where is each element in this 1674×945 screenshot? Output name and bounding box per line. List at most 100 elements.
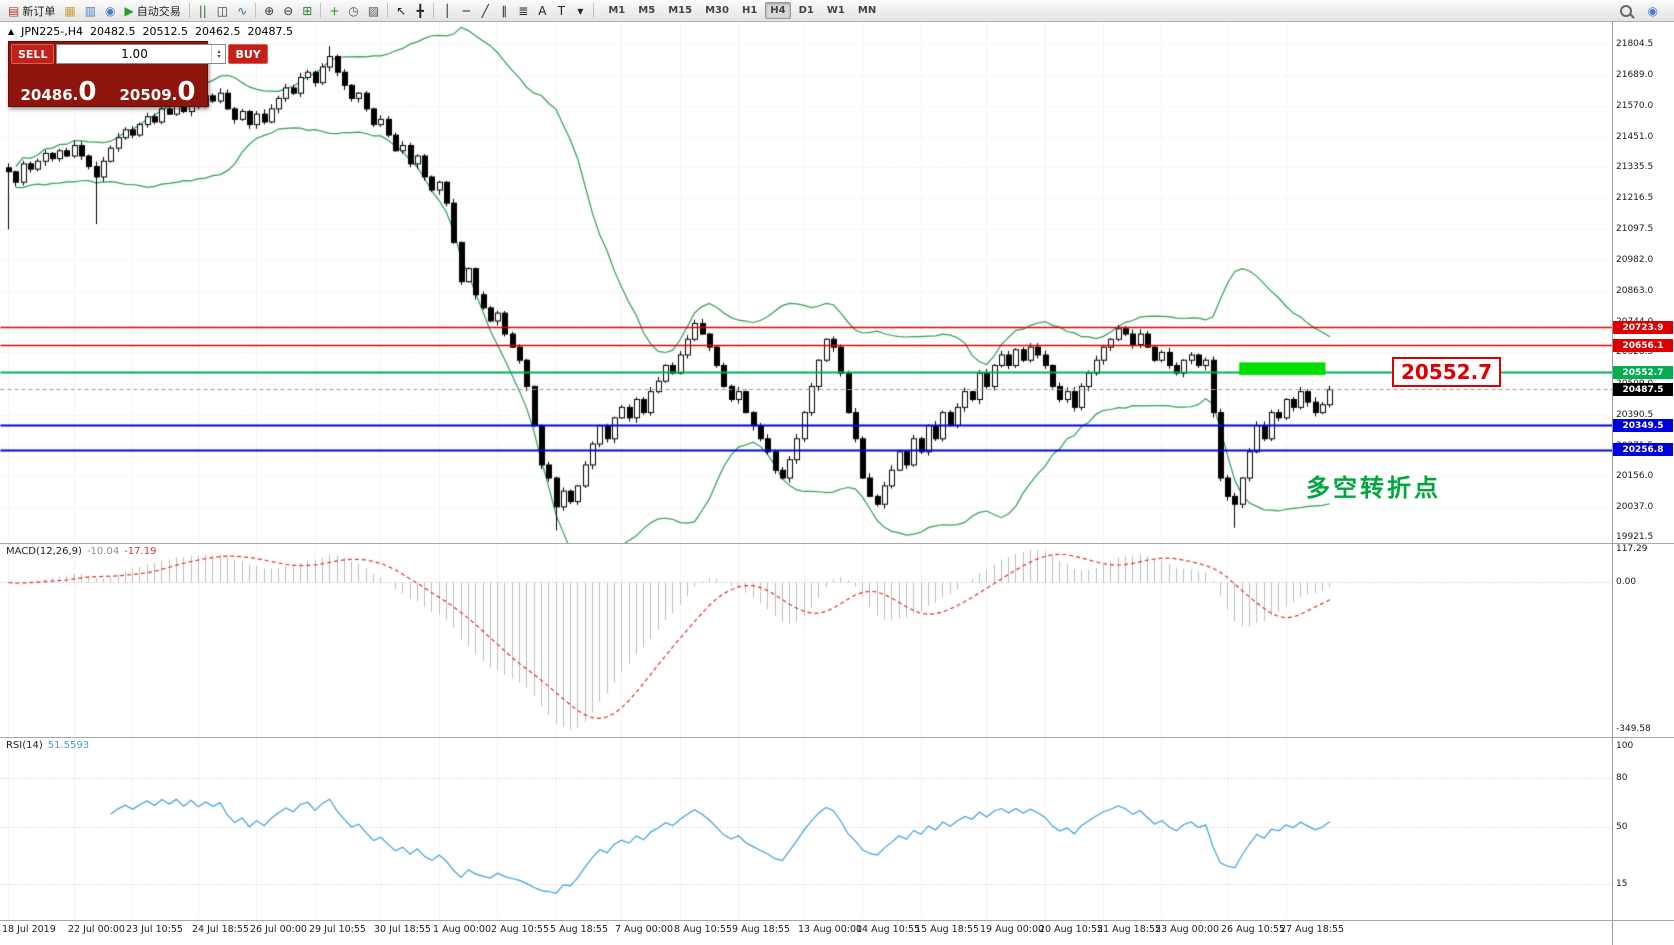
zoom-in-button[interactable]: ⊕ <box>260 2 278 20</box>
autotrading-button[interactable]: ▶ 自动交易 <box>121 2 185 20</box>
volume-spinner[interactable]: ▴ ▾ <box>211 45 225 63</box>
quote-low: 20462.5 <box>195 25 241 38</box>
vertical-line-button[interactable]: │ <box>438 2 456 20</box>
quote-close: 20487.5 <box>247 25 294 38</box>
time-axis-label: 5 Aug 18:55 <box>550 924 609 935</box>
timeframe-h4-button[interactable]: H4 <box>765 2 791 19</box>
collapse-panel-icon[interactable]: ▲ <box>8 27 15 36</box>
timeframe-d1-button[interactable]: D1 <box>794 2 819 19</box>
cursor-button[interactable]: ↖ <box>392 2 410 20</box>
autotrading-button-label: 自动交易 <box>136 4 181 18</box>
bars-chart-button[interactable]: || <box>194 2 212 20</box>
trendline-button[interactable]: ╱ <box>476 2 494 20</box>
channel-button[interactable]: ∥ <box>495 2 513 20</box>
trendline-icon: ╱ <box>481 3 489 18</box>
quote-strip: ▲ JPN225-,H4 20482.5 20512.5 20462.5 204… <box>8 25 293 38</box>
zoom-in-icon: ⊕ <box>264 3 275 18</box>
price-chart-pane[interactable] <box>0 22 1612 543</box>
alerts-icon: ◉ <box>105 3 116 18</box>
zoom-out-icon: ⊖ <box>283 3 294 18</box>
time-axis-label: 30 Jul 18:55 <box>374 924 431 935</box>
crosshair-button[interactable]: ╋ <box>411 2 429 20</box>
indicators-button[interactable]: + <box>325 2 343 20</box>
price-line-label[interactable]: 20552.7 <box>1613 366 1673 379</box>
one-click-trading-panel: SELL ▴ ▾ BUY 20486.0 20509.0 <box>8 41 268 107</box>
zoom-out-button[interactable]: ⊖ <box>279 2 297 20</box>
buy-price[interactable]: 20509. 0 <box>108 66 207 106</box>
periods-button[interactable]: ◷ <box>344 2 362 20</box>
cursor-icon: ↖ <box>396 3 407 18</box>
timeframe-h1-button[interactable]: H1 <box>737 2 762 19</box>
sell-button[interactable]: SELL <box>11 44 55 64</box>
toolbar-separator <box>320 3 322 18</box>
chevron-down-icon: ▾ <box>577 3 584 18</box>
time-axis-label: 27 Aug 18:55 <box>1280 924 1345 935</box>
label-button[interactable]: T <box>552 2 570 20</box>
timeframe-w1-button[interactable]: W1 <box>822 2 850 19</box>
autotrading-play-icon: ▶ <box>124 3 134 18</box>
macd-pane[interactable] <box>0 543 1612 737</box>
tile-windows-button[interactable]: ⊞ <box>298 2 316 20</box>
timeframe-m15-button[interactable]: M15 <box>663 2 697 19</box>
price-line-label[interactable]: 20656.1 <box>1613 339 1673 352</box>
buy-price-last-digit: 0 <box>177 77 196 108</box>
time-axis-label: 26 Aug 10:55 <box>1221 924 1286 935</box>
alerts-button[interactable]: ◉ <box>101 2 119 20</box>
rsi-label: RSI(14) 51.5593 <box>6 740 89 751</box>
time-axis-label: 29 Jul 10:55 <box>309 924 366 935</box>
price-axis[interactable] <box>1612 22 1674 945</box>
time-axis-label: 8 Aug 10:55 <box>674 924 733 935</box>
chart-window-button[interactable]: ▦ <box>60 2 79 20</box>
templates-button[interactable]: ▨ <box>364 2 383 20</box>
horizontal-line-button[interactable]: ─ <box>457 2 475 20</box>
price-line-label[interactable]: 20256.8 <box>1613 443 1673 456</box>
text-button[interactable]: A <box>533 2 551 20</box>
time-axis-label: 15 Aug 18:55 <box>915 924 980 935</box>
toolbar-separator <box>433 3 435 18</box>
sell-price-main: 20486. <box>20 85 79 104</box>
fibonacci-icon: ≣ <box>518 3 529 18</box>
time-axis-label: 21 Aug 18:55 <box>1097 924 1162 935</box>
pane-divider-rsi <box>0 737 1674 738</box>
macd-label: MACD(12,26,9) -10.04 -17.19 <box>6 546 156 557</box>
timeframe-m30-button[interactable]: M30 <box>700 2 734 19</box>
macd-main-value: -10.04 <box>86 546 120 557</box>
toolbar: ▤ 新订单 ▦ ▥ ◉ ▶ 自动交易 || ◫ ∿ ⊕ ⊖ ⊞ + ◷ ▨ ↖ ╋ │ ─ ╱ ∥ ≣ A T ▾ M1 M5 M15… <box>0 0 1674 22</box>
price-line-label[interactable]: 20349.5 <box>1613 419 1673 432</box>
fibonacci-button[interactable]: ≣ <box>514 2 532 20</box>
rsi-pane[interactable] <box>0 737 1612 920</box>
spinner-down-icon[interactable]: ▾ <box>217 53 221 60</box>
volume-input[interactable] <box>57 45 212 63</box>
rsi-value: 51.5593 <box>47 740 90 751</box>
profiles-button[interactable]: ▥ <box>81 2 100 20</box>
timeframe-m5-button[interactable]: M5 <box>633 2 660 19</box>
community-button[interactable]: ◉ <box>1644 2 1662 20</box>
line-chart-button[interactable]: ∿ <box>233 2 251 20</box>
quote-open: 20482.5 <box>90 25 136 38</box>
toolbar-separator <box>593 3 595 18</box>
new-order-icon: ▤ <box>8 3 20 18</box>
search-icon <box>1619 4 1632 17</box>
candlestick-chart-icon: ◫ <box>216 3 229 18</box>
spinner-up-icon[interactable]: ▴ <box>217 47 221 55</box>
annotation-note: 多空转折点 <box>1306 474 1441 502</box>
timeframe-mn-button[interactable]: MN <box>853 2 881 19</box>
price-line-label[interactable]: 20723.9 <box>1613 321 1673 334</box>
buy-price-main: 20509. <box>119 85 178 104</box>
buy-button[interactable]: BUY <box>228 44 268 64</box>
time-axis-label: 13 Aug 00:00 <box>798 924 863 935</box>
new-order-button[interactable]: ▤ 新订单 <box>4 2 59 20</box>
horizontal-line-icon: ─ <box>462 3 470 18</box>
time-axis-divider <box>0 920 1674 921</box>
indicators-plus-icon: + <box>329 3 340 18</box>
candlestick-chart-button[interactable]: ◫ <box>213 2 232 20</box>
timeframe-m1-button[interactable]: M1 <box>603 2 630 19</box>
search-button[interactable] <box>1616 2 1636 20</box>
macd-signal-value: -17.19 <box>124 546 157 557</box>
sell-price[interactable]: 20486. 0 <box>9 66 108 106</box>
pane-divider-macd <box>0 543 1674 544</box>
crosshair-icon: ╋ <box>416 3 424 18</box>
time-axis-label: 23 Aug 00:00 <box>1155 924 1220 935</box>
shapes-dropdown-button[interactable]: ▾ <box>571 2 589 20</box>
